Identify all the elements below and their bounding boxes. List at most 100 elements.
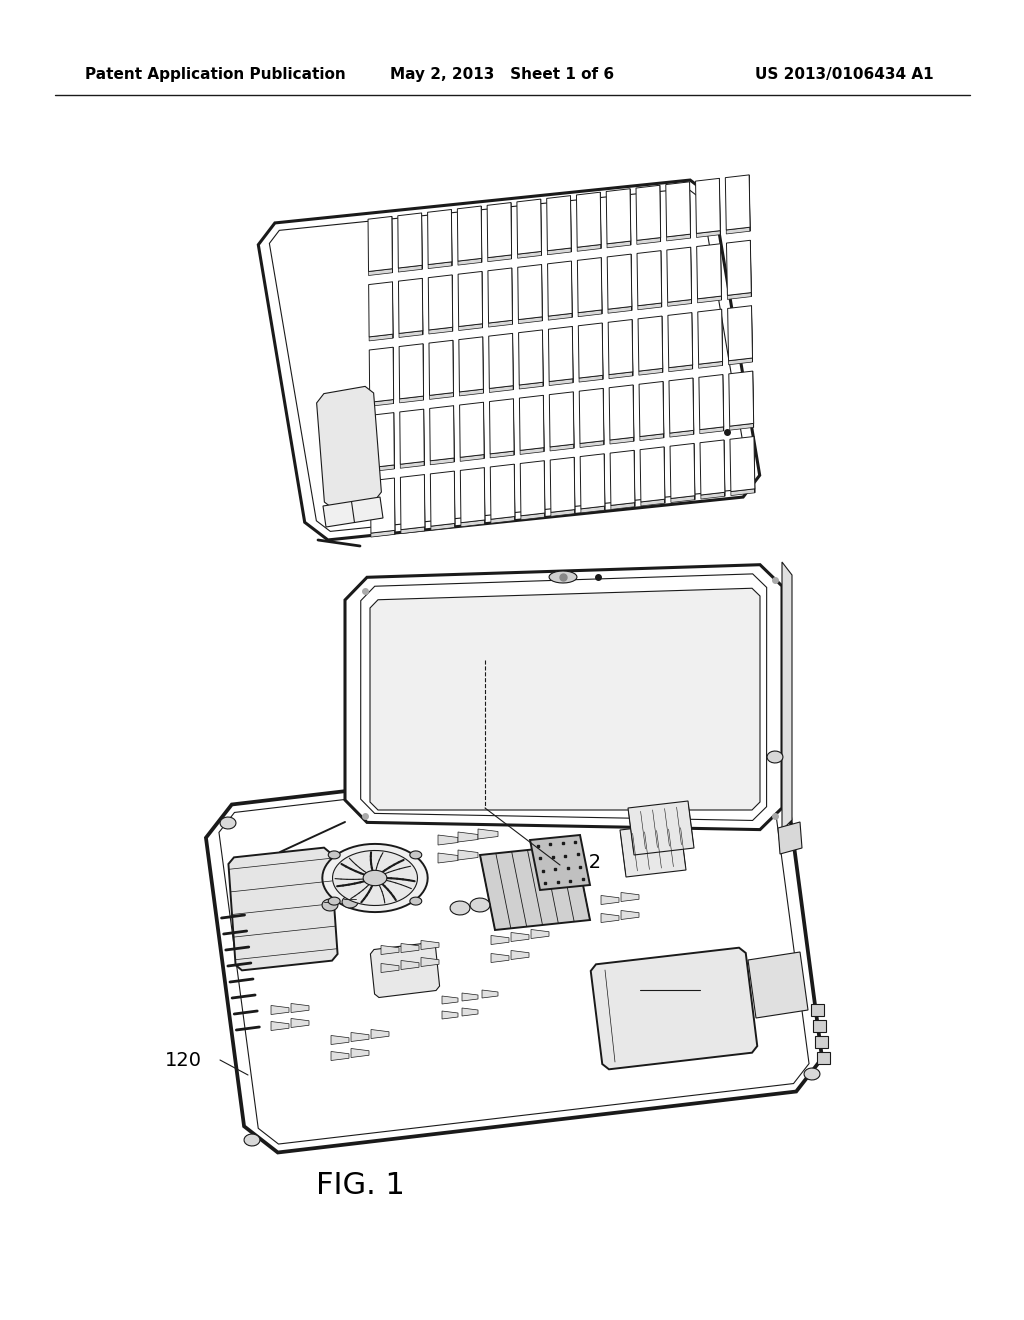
Polygon shape [518, 264, 543, 319]
Polygon shape [487, 202, 512, 257]
Polygon shape [461, 520, 485, 527]
Polygon shape [813, 1020, 825, 1032]
Polygon shape [620, 822, 686, 876]
Polygon shape [458, 850, 478, 861]
Polygon shape [767, 751, 783, 763]
Polygon shape [639, 368, 663, 375]
Polygon shape [460, 454, 484, 461]
Polygon shape [381, 945, 399, 954]
Polygon shape [530, 836, 590, 890]
Polygon shape [641, 499, 665, 506]
Polygon shape [640, 447, 665, 502]
Polygon shape [410, 851, 422, 859]
Polygon shape [458, 832, 478, 842]
Polygon shape [331, 1035, 349, 1044]
Polygon shape [621, 892, 639, 902]
Text: FIG. 1: FIG. 1 [315, 1171, 404, 1200]
Polygon shape [608, 306, 632, 313]
Polygon shape [639, 381, 664, 437]
Polygon shape [442, 1011, 458, 1019]
Polygon shape [421, 940, 439, 949]
Polygon shape [550, 457, 574, 512]
Polygon shape [628, 801, 694, 855]
Polygon shape [482, 990, 498, 998]
Polygon shape [609, 372, 633, 379]
Polygon shape [370, 347, 393, 403]
Polygon shape [490, 465, 515, 519]
Polygon shape [398, 279, 423, 334]
Polygon shape [548, 261, 572, 317]
Polygon shape [399, 409, 424, 465]
Polygon shape [331, 880, 349, 890]
Polygon shape [490, 451, 514, 458]
Polygon shape [323, 843, 428, 912]
Polygon shape [726, 240, 752, 296]
Polygon shape [547, 195, 571, 251]
Polygon shape [637, 251, 662, 306]
Polygon shape [421, 957, 439, 966]
Polygon shape [698, 362, 723, 368]
Polygon shape [487, 268, 512, 323]
Polygon shape [610, 450, 635, 506]
Polygon shape [549, 326, 573, 381]
Polygon shape [548, 248, 571, 255]
Polygon shape [609, 385, 634, 440]
Polygon shape [488, 334, 513, 388]
Polygon shape [401, 527, 425, 533]
Polygon shape [608, 319, 633, 375]
Polygon shape [670, 430, 694, 437]
Polygon shape [271, 1022, 289, 1031]
Polygon shape [488, 321, 512, 327]
Polygon shape [697, 309, 723, 364]
Polygon shape [458, 259, 482, 265]
Polygon shape [451, 902, 470, 915]
Polygon shape [669, 364, 692, 372]
Polygon shape [671, 496, 695, 503]
Polygon shape [580, 441, 604, 447]
Polygon shape [490, 953, 509, 962]
Polygon shape [428, 261, 452, 268]
Polygon shape [601, 913, 618, 923]
Polygon shape [607, 242, 631, 248]
Polygon shape [637, 238, 660, 244]
Polygon shape [429, 327, 453, 334]
Polygon shape [517, 251, 542, 259]
Polygon shape [730, 437, 755, 491]
Polygon shape [490, 516, 515, 523]
Polygon shape [329, 851, 340, 859]
Polygon shape [726, 227, 751, 234]
Polygon shape [459, 337, 483, 392]
Polygon shape [700, 492, 725, 499]
Polygon shape [668, 300, 691, 306]
Polygon shape [458, 272, 482, 326]
Polygon shape [490, 936, 509, 945]
Polygon shape [699, 375, 724, 429]
Polygon shape [487, 255, 512, 261]
Text: 120: 120 [165, 1051, 202, 1069]
Polygon shape [729, 371, 754, 426]
Polygon shape [578, 257, 602, 313]
Polygon shape [244, 1134, 260, 1146]
Polygon shape [460, 389, 483, 396]
Text: US 2013/0106434 A1: US 2013/0106434 A1 [755, 67, 934, 82]
Polygon shape [638, 304, 662, 310]
Polygon shape [696, 244, 722, 298]
Polygon shape [400, 475, 425, 529]
Polygon shape [329, 898, 340, 906]
Polygon shape [670, 444, 695, 499]
Text: 111: 111 [705, 978, 742, 998]
Polygon shape [401, 961, 419, 969]
Polygon shape [579, 323, 603, 378]
Polygon shape [351, 1032, 369, 1041]
Polygon shape [731, 488, 755, 495]
Polygon shape [429, 392, 454, 400]
Polygon shape [815, 1036, 828, 1048]
Polygon shape [351, 1048, 369, 1057]
Polygon shape [520, 461, 545, 516]
Polygon shape [669, 378, 694, 433]
Polygon shape [640, 434, 664, 441]
Polygon shape [489, 385, 513, 392]
Polygon shape [371, 942, 439, 998]
Polygon shape [316, 387, 381, 508]
Polygon shape [518, 330, 543, 385]
